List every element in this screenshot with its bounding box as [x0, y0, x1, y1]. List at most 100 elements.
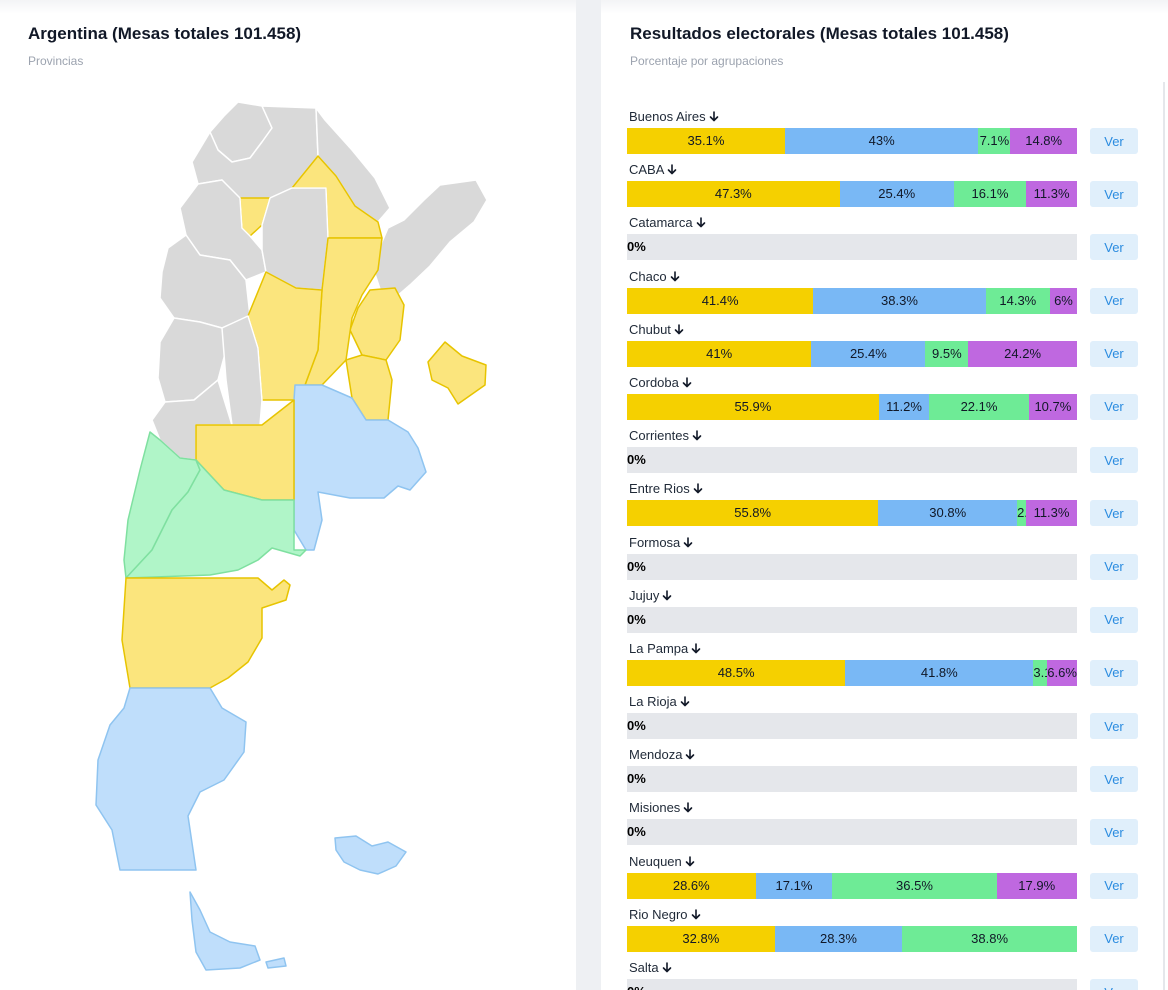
province-label[interactable]: Chubut	[629, 322, 684, 337]
ver-button[interactable]: Ver	[1090, 287, 1138, 314]
empty-percentage: 0%	[627, 239, 646, 255]
arrow-down-icon[interactable]	[662, 962, 672, 973]
province-rio-negro[interactable]	[125, 459, 307, 579]
province-name: CABA	[629, 162, 665, 178]
province-name: Catamarca	[629, 215, 693, 231]
province-name: Salta	[629, 960, 659, 975]
bar-segment: 25.4%	[811, 340, 926, 367]
result-row: Chaco 41.4% 38.3% 14.3% 6% Ver	[627, 268, 1147, 321]
ver-button[interactable]: Ver	[1090, 447, 1138, 474]
bar-segment: 41%	[627, 340, 812, 367]
province-label[interactable]: Corrientes	[629, 428, 702, 443]
province-santa-cruz[interactable]	[95, 687, 247, 871]
province-label[interactable]: Cordoba	[629, 375, 692, 390]
empty-percentage: 0%	[627, 611, 646, 627]
arrow-down-icon[interactable]	[692, 430, 702, 441]
arrow-down-icon[interactable]	[693, 483, 703, 494]
ver-button[interactable]: Ver	[1090, 659, 1138, 686]
province-misiones[interactable]	[371, 179, 488, 299]
empty-percentage: 0%	[627, 452, 646, 468]
bar-segment: 11.2%	[878, 393, 930, 420]
arrow-down-icon[interactable]	[662, 589, 672, 601]
results-list: Buenos Aires 35.1% 43% 7.1% 14.8% Ver CABA 47.3…	[627, 108, 1147, 990]
province-label[interactable]: Mendoza	[629, 747, 695, 762]
arrow-down-icon[interactable]	[667, 164, 677, 175]
result-bar: 0%	[627, 766, 1077, 793]
province-label[interactable]: La Pampa	[629, 641, 701, 656]
ver-button[interactable]: Ver	[1090, 393, 1138, 420]
ver-button[interactable]: Ver	[1090, 181, 1138, 208]
result-bar: 55.8%30.8%2.11.3%	[627, 500, 1077, 527]
result-row: Neuquen 28.6% 17.1% 36.5% 17.9% Ver	[627, 853, 1147, 906]
province-name: La Rioja	[629, 694, 677, 710]
bar-segment: 28.3%	[774, 925, 903, 952]
bar-segment: 3.1	[1033, 659, 1048, 686]
result-row: Mendoza 0% Ver	[627, 746, 1147, 799]
ver-button[interactable]: Ver	[1090, 606, 1138, 633]
province-label[interactable]: Misiones	[629, 800, 693, 815]
arrow-down-icon[interactable]	[685, 855, 695, 867]
ver-button[interactable]: Ver	[1090, 234, 1138, 261]
province-label[interactable]: CABA	[629, 162, 677, 177]
province-label[interactable]: Chaco	[629, 269, 680, 284]
arrow-down-icon[interactable]	[680, 696, 690, 707]
arrow-down-icon[interactable]	[685, 749, 695, 760]
ver-button[interactable]: Ver	[1090, 872, 1138, 899]
scrollbar-track[interactable]	[1163, 82, 1165, 990]
province-label[interactable]: La Rioja	[629, 694, 690, 709]
province-label[interactable]: Salta	[629, 960, 672, 975]
arrow-down-icon[interactable]	[691, 909, 701, 920]
bar-segment: 32.8%	[627, 925, 775, 952]
bar-segment: 6%	[1049, 287, 1077, 314]
province-label[interactable]: Buenos Aires	[629, 109, 719, 124]
ver-button[interactable]: Ver	[1090, 925, 1138, 952]
province-chubut[interactable]	[121, 577, 291, 689]
province-buenos-aires[interactable]	[293, 384, 427, 551]
result-row: Misiones 0% Ver	[627, 799, 1147, 852]
province-tierra-del-fuego[interactable]	[189, 891, 261, 971]
results-subtitle: Porcentaje por agrupaciones	[630, 54, 784, 68]
province-name: Cordoba	[629, 374, 679, 390]
arrow-down-icon[interactable]	[683, 802, 693, 813]
result-row: Salta 0% Ver	[627, 959, 1147, 990]
bar-segment: 16.1%	[953, 181, 1027, 208]
ver-button[interactable]: Ver	[1090, 553, 1138, 580]
bar-segment: 17.9%	[996, 872, 1077, 899]
ver-button[interactable]: Ver	[1090, 819, 1138, 846]
results-panel: Resultados electorales (Mesas totales 10…	[601, 0, 1168, 990]
result-row: La Rioja 0% Ver	[627, 693, 1147, 746]
ver-button[interactable]: Ver	[1090, 500, 1138, 527]
bar-segment: 41.4%	[627, 287, 814, 314]
result-row: Buenos Aires 35.1% 43% 7.1% 14.8% Ver	[627, 108, 1147, 161]
result-row: Entre Rios 55.8%30.8%2.11.3% Ver	[627, 480, 1147, 533]
province-label[interactable]: Entre Rios	[629, 481, 703, 496]
ver-button[interactable]: Ver	[1090, 979, 1138, 990]
result-bar: 48.5%41.8%3.16.6%	[627, 659, 1077, 686]
province-label[interactable]: Jujuy	[629, 588, 672, 603]
ver-button[interactable]: Ver	[1090, 713, 1138, 740]
empty-percentage: 0%	[627, 718, 646, 734]
arrow-down-icon[interactable]	[683, 536, 693, 548]
province-label[interactable]: Formosa	[629, 535, 693, 550]
arrow-down-icon[interactable]	[670, 270, 680, 282]
arrow-down-icon[interactable]	[674, 323, 684, 335]
arrow-down-icon[interactable]	[682, 377, 692, 388]
panel-top-shade	[0, 0, 576, 14]
result-bar: 32.8% 28.3% 38.8%	[627, 925, 1077, 952]
ver-button[interactable]: Ver	[1090, 128, 1138, 154]
bar-segment: 55.9%	[627, 393, 879, 420]
result-row: Corrientes 0% Ver	[627, 427, 1147, 480]
province-name: Jujuy	[629, 587, 660, 603]
ver-button[interactable]: Ver	[1090, 340, 1138, 367]
arrow-down-icon[interactable]	[696, 217, 706, 228]
province-label[interactable]: Catamarca	[629, 215, 706, 230]
province-label[interactable]: Neuquen	[629, 854, 695, 869]
province-san-luis[interactable]	[221, 315, 263, 426]
bar-segment: 36.5%	[832, 872, 997, 899]
arrow-down-icon[interactable]	[691, 643, 701, 654]
ver-button[interactable]: Ver	[1090, 766, 1138, 793]
arrow-down-icon[interactable]	[709, 111, 719, 122]
province-label[interactable]: Rio Negro	[629, 907, 701, 922]
province-name: Corrientes	[629, 428, 689, 444]
bar-segment: 55.8%	[627, 500, 879, 527]
